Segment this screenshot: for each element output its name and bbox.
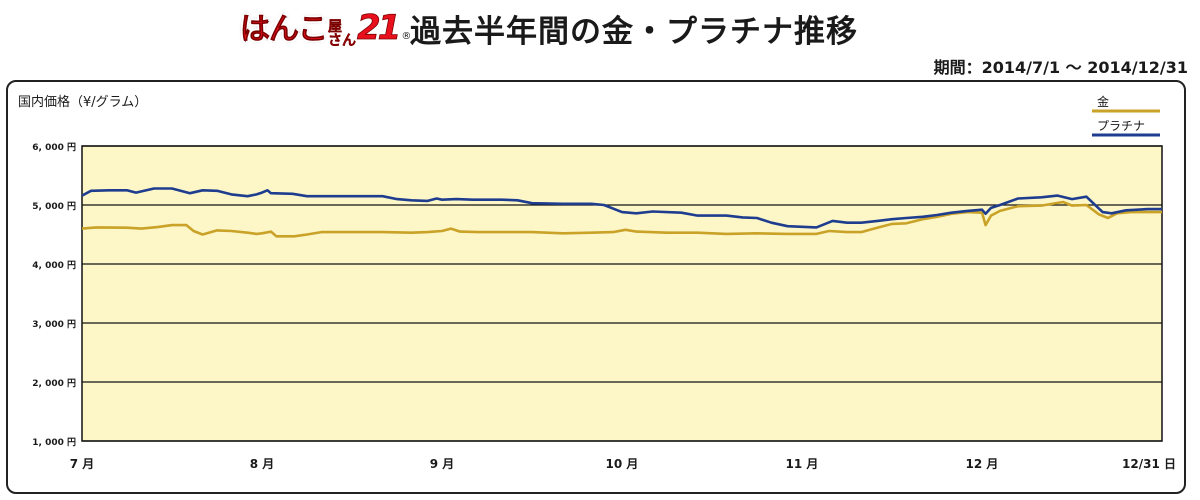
y-tick-labels: 6, 000 円 5, 000 円 4, 000 円 3, 000 円 2, 000 円… — [32, 142, 76, 448]
series-line-1 — [81, 187, 1162, 229]
plot-area — [81, 145, 1163, 442]
x-tick-label: 11 月 — [786, 457, 819, 471]
series-lines — [81, 187, 1162, 238]
y-axis-label: 国内価格（¥/グラム） — [18, 94, 147, 110]
legend-label: プラチナ — [1097, 119, 1145, 133]
x-tick-label: 7 月 — [70, 457, 95, 471]
logo-sub: 屋 さん — [328, 20, 356, 48]
legend-label: 金 — [1097, 94, 1109, 109]
y-tick-label: 3, 000 円 — [32, 319, 76, 330]
logo-sub-2: さん — [328, 33, 356, 49]
gridlines — [82, 145, 1162, 442]
x-tick-label: 12/31 日 — [1122, 457, 1176, 471]
y-tick-label: 2, 000 円 — [32, 378, 76, 389]
x-tick-label: 8 月 — [250, 457, 275, 471]
page-title: 過去半年間の金・プラチナ推移 — [410, 14, 858, 50]
x-tick-label: 9 月 — [430, 457, 455, 471]
x-tick-label: 10 月 — [606, 457, 639, 471]
logo-number: 21 — [357, 8, 402, 49]
registered-mark: ® — [401, 31, 412, 42]
period-label: 期間：2014/7/1 〜 2014/12/31 — [933, 58, 1188, 77]
y-tick-label: 1, 000 円 — [32, 437, 76, 448]
y-tick-label: 4, 000 円 — [32, 260, 76, 271]
x-tick-label: 12 月 — [966, 457, 999, 471]
logo-sub-1: 屋 — [328, 19, 342, 35]
logo-text: はんこ — [240, 12, 329, 48]
header: はんこ 屋 さん 21 ® 過去半年間の金・プラチナ推移 期間：2014/7/1… — [0, 0, 1200, 80]
y-tick-label: 5, 000 円 — [32, 201, 76, 212]
brand-logo: はんこ 屋 さん 21 ® — [240, 6, 412, 49]
series-line-0 — [81, 200, 1162, 238]
y-tick-label: 6, 000 円 — [32, 142, 76, 153]
x-tick-labels: 7 月 8 月 9 月 10 月 11 月 12 月 12/31 日 — [70, 457, 1176, 471]
